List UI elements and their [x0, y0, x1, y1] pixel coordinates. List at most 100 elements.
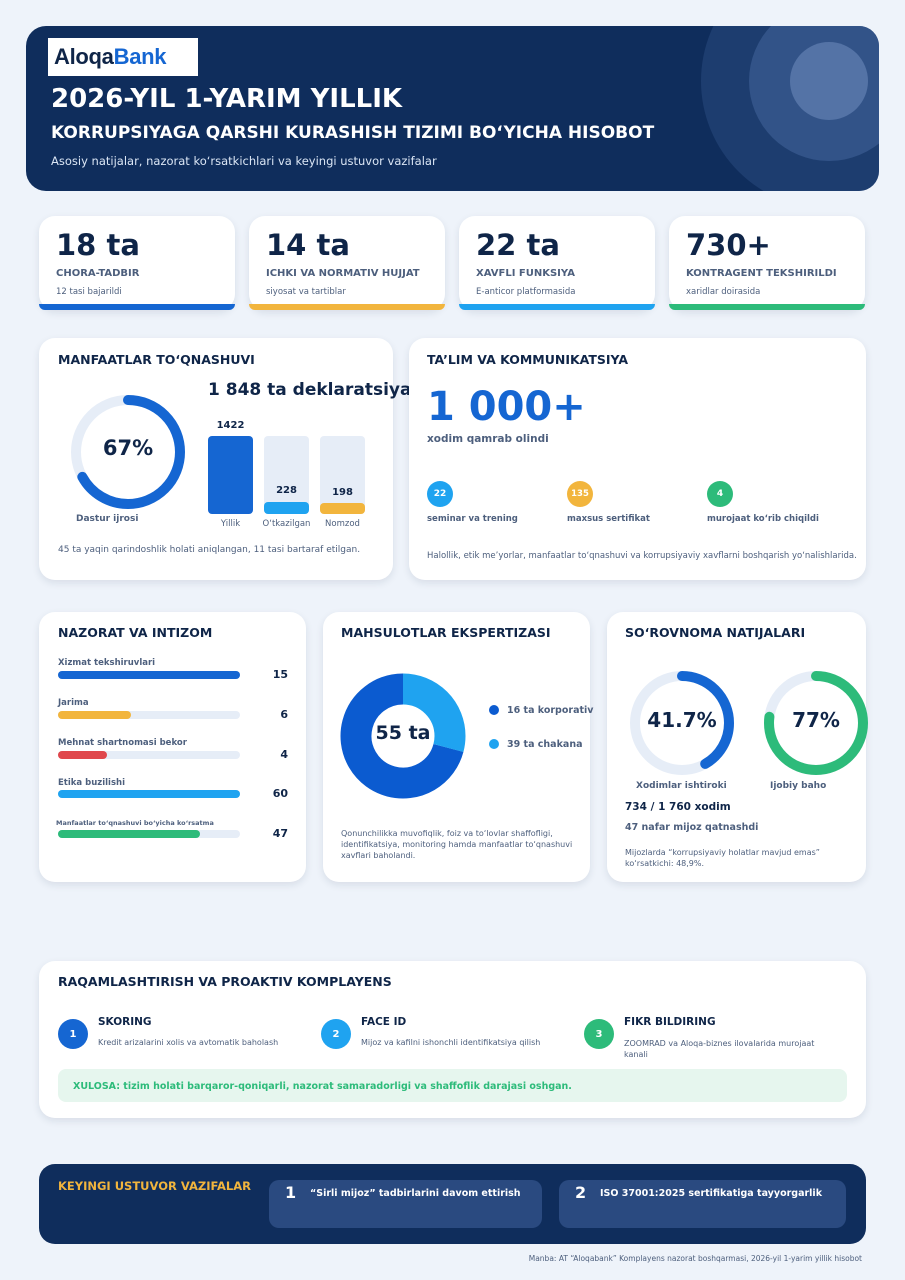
stat-sub: E-anticor platformasida: [476, 287, 576, 297]
discipline-bar-track: [58, 830, 240, 838]
survey-note: Mijozlarda “korrupsiyaviy holatlar mavju…: [625, 848, 820, 868]
bar-label: O‘tkazilgan: [262, 519, 311, 529]
stat-value: 22 ta: [476, 228, 560, 262]
discipline-bar-track: [58, 790, 240, 798]
training-big-label: xodim qamrab olindi: [427, 433, 549, 445]
stat-accent-bar: [39, 304, 235, 310]
bar-label: Yillik: [220, 519, 241, 529]
discipline-label: Etika buzilishi: [58, 778, 125, 788]
positive-rating-gauge: [764, 671, 868, 775]
survey-employee-count: 734 / 1 760 xodim: [625, 801, 731, 813]
discipline-bar-track: [58, 671, 240, 679]
legend-korporativ: 16 ta korporativ: [507, 705, 594, 716]
task-card: [559, 1180, 846, 1228]
stat-value: 730+: [686, 228, 771, 262]
stat-card-risk-functions: 22 ta XAVFLI FUNKSIYA E-anticor platform…: [459, 216, 655, 310]
bar-nomzod: [320, 503, 365, 514]
discipline-title: NAZORAT VA INTIZOM: [58, 625, 213, 640]
discipline-value: 15: [272, 668, 288, 681]
survey-card: [607, 612, 866, 882]
seminar-label: seminar va trening: [427, 514, 518, 524]
stat-card-counterparties: 730+ KONTRAGENT TEKSHIRILDI xaridlar doi…: [669, 216, 865, 310]
report-subtitle: KORRUPSIYAGA QARSHI KURASHISH TIZIMI BO‘…: [51, 123, 655, 143]
step-text: Mijoz va kafilni ishonchli identifikatsi…: [361, 1038, 541, 1047]
discipline-value: 4: [280, 748, 288, 761]
stat-label: XAVFLI FUNKSIYA: [476, 268, 575, 279]
training-card: [409, 338, 866, 580]
legend-dot-korporativ: [489, 705, 499, 715]
training-big-number: 1 000+: [427, 384, 586, 430]
legend-dot-chakana: [489, 739, 499, 749]
digital-title: RAQAMLASHTIRISH VA PROAKTIV KOMPLAYENS: [58, 974, 392, 989]
bar-yillik: [208, 436, 253, 514]
discipline-value: 47: [272, 827, 288, 840]
expertise-donut: [340, 673, 466, 799]
stat-card-documents: 14 ta ICHKI VA NORMATIV HUJJAT siyosat v…: [249, 216, 445, 310]
discipline-bar-fill: [58, 711, 131, 719]
step-title-scoring: SKORING: [98, 1016, 152, 1028]
logo-text-aloqa: Aloqa: [54, 44, 114, 69]
stat-value: 18 ta: [56, 228, 140, 262]
training-title: TA’LIM VA KOMMUNIKATSIYA: [427, 352, 629, 367]
declarations-headline: 1 848 ta deklaratsiya: [208, 380, 412, 400]
step-number: 3: [584, 1019, 614, 1049]
discipline-value: 60: [272, 787, 288, 800]
discipline-label: Manfaatlar to‘qnashuvi bo‘yicha ko‘rsatm…: [56, 819, 214, 827]
gauge-arc: [71, 395, 185, 509]
task-number: 1: [285, 1183, 297, 1202]
stat-accent-bar: [459, 304, 655, 310]
discipline-bar-track: [58, 711, 240, 719]
legend-chakana: 39 ta chakana: [507, 739, 583, 750]
participation-value: 41.7%: [647, 708, 717, 732]
step-title-face-id: FACE ID: [361, 1016, 407, 1028]
step-title-feedback: FIKR BILDIRING: [624, 1016, 716, 1028]
bar-track: [264, 436, 309, 514]
stat-sub: 12 tasi bajarildi: [56, 287, 122, 297]
gauge-arc: [764, 671, 868, 775]
next-priorities-title: KEYINGI USTUVOR VAZIFALAR: [58, 1179, 252, 1193]
survey-client-count: 47 nafar mijoz qatnashdi: [625, 822, 759, 833]
discipline-label: Jarima: [58, 698, 89, 708]
stat-label: KONTRAGENT TEKSHIRILDI: [686, 268, 837, 279]
discipline-bar-track: [58, 751, 240, 759]
stat-value: 14 ta: [266, 228, 350, 262]
survey-title: SO‘ROVNOMA NATIJALARI: [625, 625, 806, 640]
stat-sub: siyosat va tartiblar: [266, 287, 346, 297]
certificate-label: maxsus sertifikat: [567, 514, 650, 524]
training-note: Halollik, etik me’yorlar, manfaatlar to‘…: [427, 551, 857, 561]
task-number: 2: [575, 1183, 587, 1202]
report-tagline: Asosiy natijalar, nazorat ko‘rsatkichlar…: [51, 154, 437, 168]
discipline-bar-fill: [58, 830, 200, 838]
step-text: Kredit arizalarini xolis va avtomatik ba…: [98, 1038, 279, 1047]
donut-center-value: 55 ta: [375, 722, 431, 744]
program-gauge: [71, 395, 185, 509]
bar-label: Nomzod: [325, 519, 360, 529]
conflict-title: MANFAATLAR TO‘QNASHUVI: [58, 352, 255, 367]
bar-value: 1422: [216, 420, 245, 431]
header-banner: [26, 26, 879, 191]
task-text: ISO 37001:2025 sertifikatiga tayyorgarli…: [600, 1188, 823, 1199]
discipline-label: Mehnat shartnomasi bekor: [58, 738, 187, 748]
stat-accent-bar: [249, 304, 445, 310]
positive-rating-label: Ijobiy baho: [770, 781, 827, 791]
source-note: Manba: AT “Aloqabank” Komplayens nazorat…: [528, 1254, 862, 1263]
step-number: 2: [321, 1019, 351, 1049]
bar-value: 198: [332, 487, 353, 498]
logo-text-bank: Bank: [113, 44, 167, 69]
stat-sub: xaridlar doirasida: [686, 287, 761, 297]
gauge-value: 67%: [102, 436, 154, 460]
discipline-bar-fill: [58, 751, 108, 759]
bar-value: 228: [276, 485, 297, 496]
expertise-note: Qonunchilikka muvofiqlik, foiz va to‘lov…: [341, 829, 573, 860]
stat-label: ICHKI VA NORMATIV HUJJAT: [266, 268, 420, 279]
discipline-label: Xizmat tekshiruvlari: [58, 658, 156, 668]
appeals-badge: 4: [707, 481, 733, 507]
positive-rating-value: 77%: [792, 708, 840, 732]
participation-gauge: [630, 671, 734, 775]
expertise-title: MAHSULOTLAR EKSPERTIZASI: [341, 625, 551, 640]
bar-otkazilgan: [264, 502, 309, 514]
step-number: 1: [58, 1019, 88, 1049]
appeals-label: murojaat ko‘rib chiqildi: [707, 514, 819, 524]
conclusion-text: XULOSA: tizim holati barqaror-qoniqarli,…: [73, 1081, 572, 1092]
task-text: “Sirli mijoz” tadbirlarini davom ettiris…: [310, 1188, 521, 1199]
